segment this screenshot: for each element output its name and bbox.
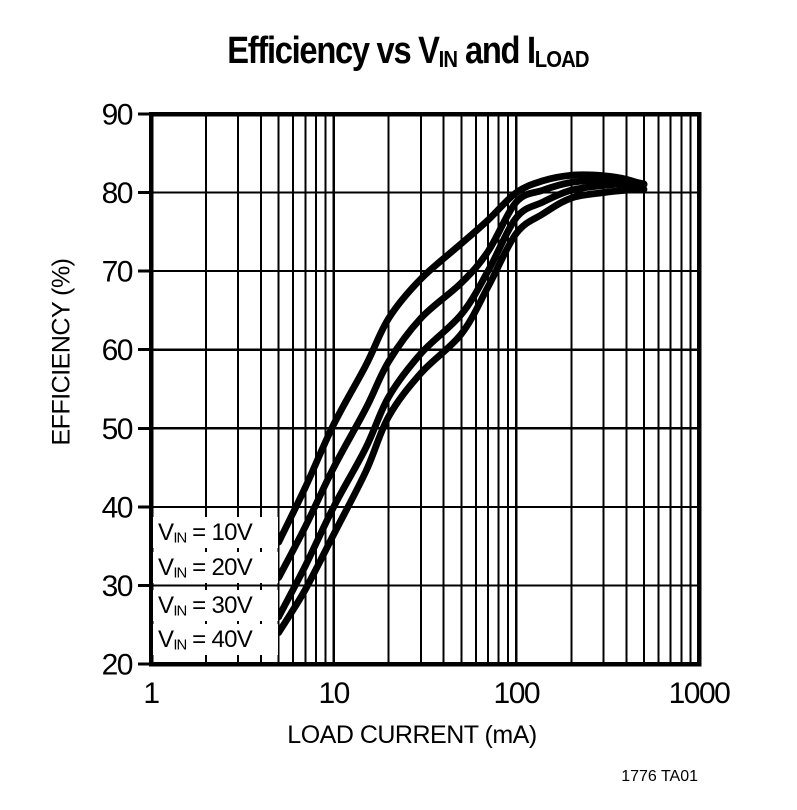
y-tick-label: 40	[102, 491, 133, 524]
y-tick-label: 50	[102, 413, 133, 446]
y-tick-label: 20	[102, 649, 133, 682]
legend-prefix: V	[158, 554, 174, 581]
x-tick-label: 1	[143, 677, 159, 710]
legend-prefix: V	[158, 626, 174, 653]
y-tick-label: 60	[102, 334, 133, 367]
legend-subscript: IN	[173, 637, 187, 654]
title-subscript-iload: LOAD	[534, 46, 590, 73]
x-tick-label: 10	[318, 677, 349, 710]
legend-subscript: IN	[173, 565, 187, 582]
legend-value: = 30V	[186, 592, 253, 619]
legend-item-vin-30v: VIN = 30V	[153, 590, 278, 621]
legend-value: = 40V	[186, 626, 253, 653]
legend-prefix: V	[158, 519, 174, 546]
y-tick-label: 80	[102, 177, 133, 210]
chart-title: Efficiency vs VIN and ILOAD	[57, 30, 759, 73]
y-tick-label: 70	[102, 256, 133, 289]
curve-vin-40v	[275, 186, 648, 636]
x-tick-label: 100	[494, 677, 540, 710]
legend-subscript: IN	[173, 530, 187, 547]
tick-labels: 20 30 40 50 60 70 80 90 1 10 100 1000	[102, 99, 732, 711]
legend-item-vin-10v: VIN = 10V	[153, 517, 278, 548]
legend-value: = 20V	[186, 554, 253, 581]
legend-item-vin-20v: VIN = 20V	[153, 552, 278, 583]
x-axis-title: LOAD CURRENT (mA)	[287, 721, 537, 749]
title-subscript-vin: IN	[438, 46, 458, 73]
curve-vin-20v	[275, 176, 648, 581]
curve-vin-30v	[275, 180, 648, 621]
legend-value: = 10V	[186, 519, 253, 546]
curve-vin-10v	[275, 171, 643, 546]
legend-item-vin-40v: VIN = 40V	[153, 624, 278, 655]
figure-credit: 1776 TA01	[621, 768, 698, 785]
y-tick-label: 90	[102, 99, 133, 132]
plot-border	[148, 111, 702, 667]
curves	[275, 171, 648, 636]
x-tick-label: 1000	[669, 677, 731, 710]
title-text-2: and I	[457, 30, 536, 72]
legend-prefix: V	[158, 592, 174, 619]
title-text-1: Efficiency vs V	[227, 30, 440, 72]
y-axis-title: EFFICIENCY (%)	[47, 258, 76, 446]
y-tick-label: 30	[102, 570, 133, 603]
legend-subscript: IN	[173, 603, 187, 620]
